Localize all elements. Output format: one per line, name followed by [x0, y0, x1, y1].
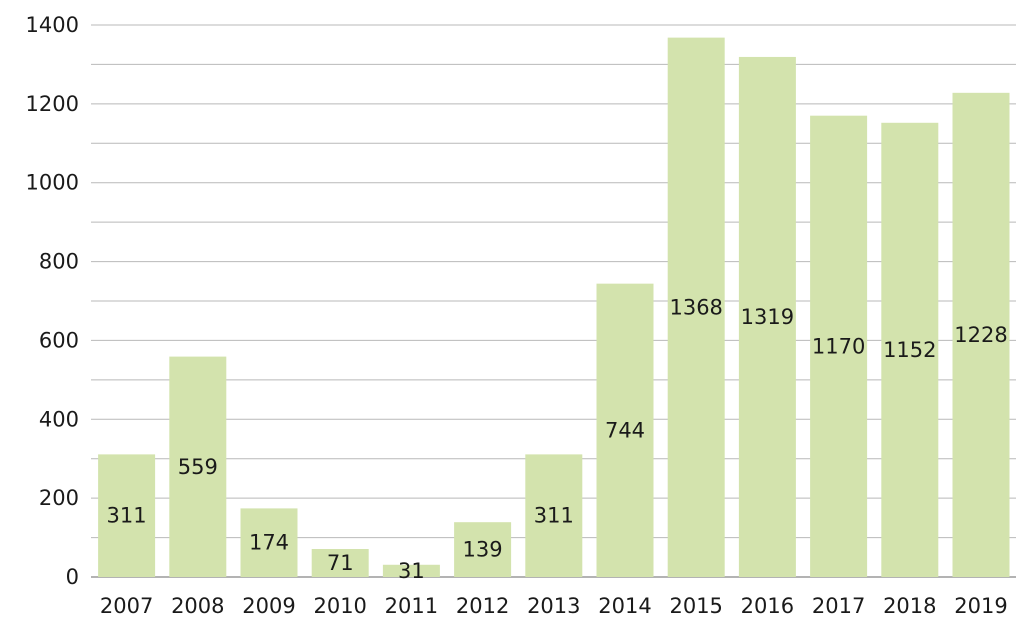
- x-tick-label: 2015: [669, 594, 722, 618]
- x-tick-label: 2017: [812, 594, 865, 618]
- data-label-2013: 311: [534, 504, 574, 528]
- data-label-2017: 1170: [812, 334, 865, 358]
- x-tick-label: 2008: [171, 594, 224, 618]
- bar-2007: [98, 454, 156, 577]
- bar-2012: [454, 522, 512, 577]
- y-tick-label: 1400: [26, 13, 79, 37]
- x-tick-label: 2019: [954, 594, 1007, 618]
- y-tick-label: 1000: [26, 171, 79, 195]
- x-tick-label: 2011: [385, 594, 438, 618]
- data-label-2011: 31: [398, 559, 425, 583]
- x-axis-ticks: 2007 2008 2009 2010 2011 2012 2013 2014 2015 2016…: [100, 594, 1008, 618]
- bar-2011: [382, 564, 440, 577]
- data-label-2010: 71: [327, 551, 354, 575]
- y-tick-label: 600: [39, 328, 79, 352]
- bar-2010: [311, 549, 369, 577]
- data-label-2009: 174: [249, 531, 289, 555]
- bars: [98, 37, 1010, 578]
- bar-2015: [667, 37, 725, 578]
- data-label-2015: 1368: [669, 295, 722, 319]
- x-tick-label: 2016: [741, 594, 794, 618]
- bar-2016: [738, 56, 796, 578]
- y-tick-label: 0: [66, 565, 79, 589]
- data-label-2019: 1228: [954, 323, 1007, 347]
- x-tick-label: 2014: [598, 594, 651, 618]
- x-tick-label: 2007: [100, 594, 153, 618]
- data-label-2016: 1319: [741, 305, 794, 329]
- y-tick-label: 200: [39, 486, 79, 510]
- data-label-2007: 311: [107, 504, 147, 528]
- x-tick-label: 2009: [242, 594, 295, 618]
- x-tick-label: 2010: [313, 594, 366, 618]
- data-label-2018: 1152: [883, 338, 936, 362]
- bar-2019: [952, 92, 1010, 578]
- x-tick-label: 2013: [527, 594, 580, 618]
- bar-2008: [169, 356, 227, 577]
- data-label-2008: 559: [178, 455, 218, 479]
- gridlines: [91, 24, 1016, 578]
- x-tick-label: 2012: [456, 594, 509, 618]
- data-label-2012: 139: [463, 538, 503, 562]
- data-label-2014: 744: [605, 418, 645, 442]
- y-tick-label: 1200: [26, 92, 79, 116]
- bar-2017: [810, 115, 868, 577]
- bar-2009: [240, 508, 298, 577]
- bar-2013: [525, 454, 583, 577]
- data-labels: 311 559 174 71 31 139 311 744 1368 1319 1170 1152 12…: [107, 295, 1008, 583]
- bar-2018: [881, 122, 939, 577]
- x-tick-label: 2018: [883, 594, 936, 618]
- y-tick-label: 800: [39, 250, 79, 274]
- y-axis-ticks: 0 200 400 600 800 1000 1200 1400: [26, 13, 79, 589]
- y-tick-label: 400: [39, 407, 79, 431]
- bar-2014: [596, 283, 654, 577]
